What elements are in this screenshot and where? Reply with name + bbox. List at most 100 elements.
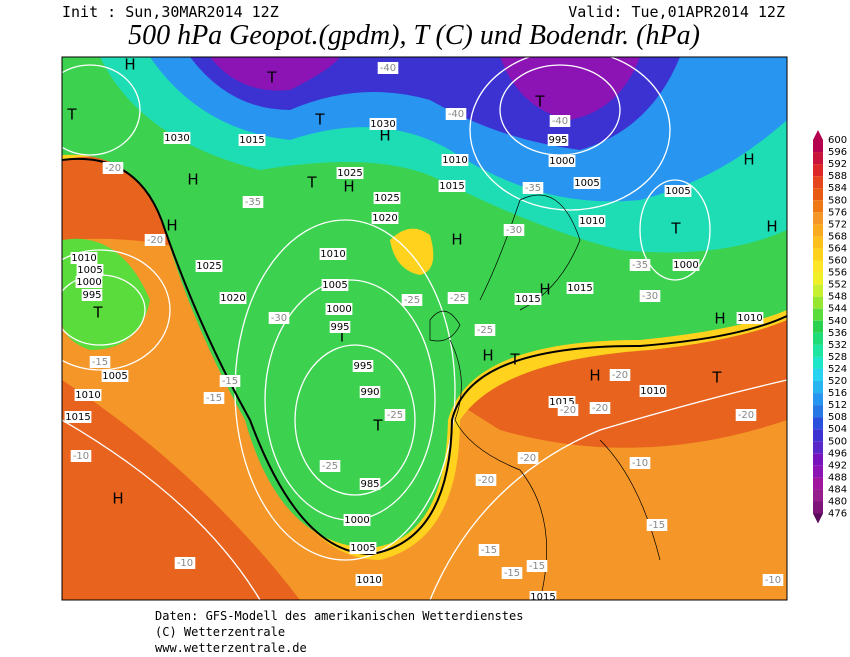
pressure-label: 1005 — [665, 186, 690, 197]
temp-label: -25 — [387, 410, 403, 421]
colorbar-label: 528 — [828, 352, 847, 363]
temp-label: -15 — [529, 561, 545, 572]
pressure-center: H — [743, 151, 754, 169]
colorbar-box — [813, 441, 823, 454]
pressure-label-box — [355, 574, 383, 586]
pressure-label-box — [578, 215, 606, 227]
colorbar-box — [813, 465, 823, 478]
temp-label-box — [629, 457, 651, 469]
pressure-center: H — [539, 281, 550, 299]
temp-label-box — [526, 560, 548, 572]
colorbar-arrow-bottom — [813, 513, 823, 524]
colorbar-label: 572 — [828, 219, 847, 230]
pressure-label-box — [75, 276, 103, 288]
map-title: 500 hPa Geopot.(gpdm), T (C) und Bodendr… — [128, 20, 700, 51]
pressure-label-box — [573, 177, 601, 189]
temp-label: -20 — [478, 475, 494, 486]
colorbar-label: 500 — [828, 436, 847, 447]
colorbar-label: 548 — [828, 292, 847, 303]
colorbar-label: 492 — [828, 460, 847, 471]
colorbar-box — [813, 344, 823, 357]
pressure-label: 1020 — [220, 293, 245, 304]
pressure-label: 1015 — [65, 412, 90, 423]
pressure-center: H — [112, 490, 123, 508]
pressure-label: 990 — [360, 387, 379, 398]
colorbar-box — [813, 188, 823, 201]
pressure-center: T — [509, 351, 520, 369]
pressure-label: 1005 — [350, 543, 375, 554]
temp-label-box — [319, 460, 341, 472]
temp-label-box — [517, 452, 539, 464]
temp-label-box — [522, 182, 544, 194]
colorbar-label: 560 — [828, 256, 847, 267]
temp-label-box — [501, 567, 523, 579]
temp-label-box — [447, 292, 469, 304]
colorbar-label: 544 — [828, 304, 847, 315]
pressure-label: 1030 — [164, 133, 189, 144]
pressure-label: 1025 — [337, 168, 362, 179]
temp-label: -20 — [520, 453, 536, 464]
temp-label-box — [377, 62, 399, 74]
valid-time: Valid: Tue,01APR2014 12Z — [568, 3, 785, 21]
temp-label-box — [474, 324, 496, 336]
pressure-label-box — [195, 260, 223, 272]
colorbar-label: 584 — [828, 183, 847, 194]
pressure-label-box — [343, 514, 371, 526]
pressure-center: H — [589, 367, 600, 385]
pressure-center: H — [451, 231, 462, 249]
colorbar-label: 588 — [828, 171, 847, 182]
temp-label-box — [629, 259, 651, 271]
pressure-center: T — [306, 174, 317, 192]
temp-label-box — [478, 544, 500, 556]
pressure-label-box — [547, 134, 569, 146]
temp-label: -15 — [649, 520, 665, 531]
pressure-center: T — [92, 304, 103, 322]
pressure-center: T — [711, 369, 722, 387]
map-frame — [61, 56, 788, 601]
pressure-label: 995 — [330, 322, 349, 333]
temp-label-box — [174, 557, 196, 569]
colorbar-label: 484 — [828, 484, 847, 495]
iceland-warm — [390, 228, 434, 275]
pressure-label-box — [438, 180, 466, 192]
pressure-label-box — [101, 370, 129, 382]
temp-label: -25 — [477, 325, 493, 336]
colorbar-label: 496 — [828, 448, 847, 459]
pressure-label: 1010 — [640, 386, 665, 397]
temp-label: -25 — [404, 295, 420, 306]
temp-label: -10 — [765, 575, 781, 586]
temp-label: -20 — [147, 235, 163, 246]
colorbar-box — [813, 405, 823, 418]
colorbar-label: 516 — [828, 388, 847, 399]
colorbar-box — [813, 477, 823, 490]
temp-label: -30 — [271, 313, 287, 324]
pressure-label: 1015 — [515, 294, 540, 305]
pressure-label-box — [329, 321, 351, 333]
pressure-label-box — [238, 134, 266, 146]
pressure-center: T — [66, 106, 77, 124]
temp-label-box — [268, 312, 290, 324]
field-purple — [210, 57, 640, 120]
pressure-label-box — [319, 248, 347, 260]
pressure-label: 985 — [360, 479, 379, 490]
colorbar-box — [813, 200, 823, 213]
colorbar-label: 508 — [828, 412, 847, 423]
temp-label: -15 — [206, 393, 222, 404]
pressure-label: 1030 — [370, 119, 395, 130]
colorbar-box — [813, 248, 823, 261]
temp-label-box — [242, 196, 264, 208]
colorbar-label: 556 — [828, 268, 847, 279]
temp-label-box — [589, 402, 611, 414]
colorbar-box — [813, 284, 823, 297]
temp-label: -35 — [525, 183, 541, 194]
temp-label-box — [89, 356, 111, 368]
pressure-label: 1000 — [549, 156, 574, 167]
colorbar-box — [813, 260, 823, 273]
pressure-label: 1005 — [574, 178, 599, 189]
colorbar-label: 480 — [828, 497, 847, 508]
pressure-label-box — [736, 312, 764, 324]
colorbar-box — [813, 272, 823, 285]
